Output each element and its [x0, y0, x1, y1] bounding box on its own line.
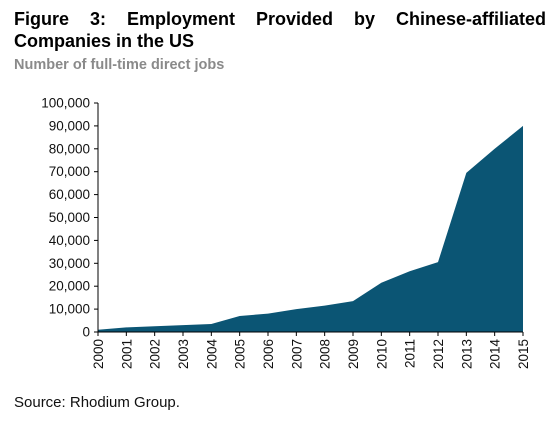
x-tick-label: 2005: [233, 339, 248, 369]
x-tick-label: 2003: [176, 339, 191, 369]
x-tick-label: 2004: [204, 339, 219, 370]
y-tick-label: 40,000: [49, 233, 90, 248]
y-tick-label: 50,000: [49, 210, 90, 225]
x-tick-label: 2002: [148, 339, 163, 369]
y-tick-label: 60,000: [49, 187, 90, 202]
x-tick-label: 2001: [119, 339, 134, 369]
y-tick-label: 100,000: [41, 96, 90, 111]
x-tick-label: 2008: [318, 339, 333, 369]
source-note: Source: Rhodium Group.: [14, 394, 180, 411]
y-tick-label: 90,000: [49, 118, 90, 133]
series-area: [98, 125, 523, 333]
x-tick-label: 2010: [374, 339, 389, 369]
x-tick-label: 2000: [91, 339, 106, 369]
x-tick-label: 2007: [289, 339, 304, 369]
y-tick-label: 0: [82, 325, 90, 340]
x-tick-label: 2009: [346, 339, 361, 369]
chart-title: Figure 3: Employment Provided by Chinese…: [14, 9, 546, 51]
chart-subtitle: Number of full-time direct jobs: [14, 57, 225, 73]
y-tick-label: 30,000: [49, 256, 90, 271]
y-tick-label: 80,000: [49, 141, 90, 156]
x-tick-label: 2011: [403, 339, 418, 368]
x-tick-label: 2014: [488, 339, 503, 370]
x-tick-label: 2013: [459, 339, 474, 369]
x-tick-label: 2006: [261, 339, 276, 369]
y-tick-label: 20,000: [49, 279, 90, 294]
x-tick-label: 2015: [516, 339, 531, 369]
x-tick-label: 2012: [431, 339, 446, 369]
y-tick-label: 70,000: [49, 164, 90, 179]
y-tick-label: 10,000: [49, 302, 90, 317]
